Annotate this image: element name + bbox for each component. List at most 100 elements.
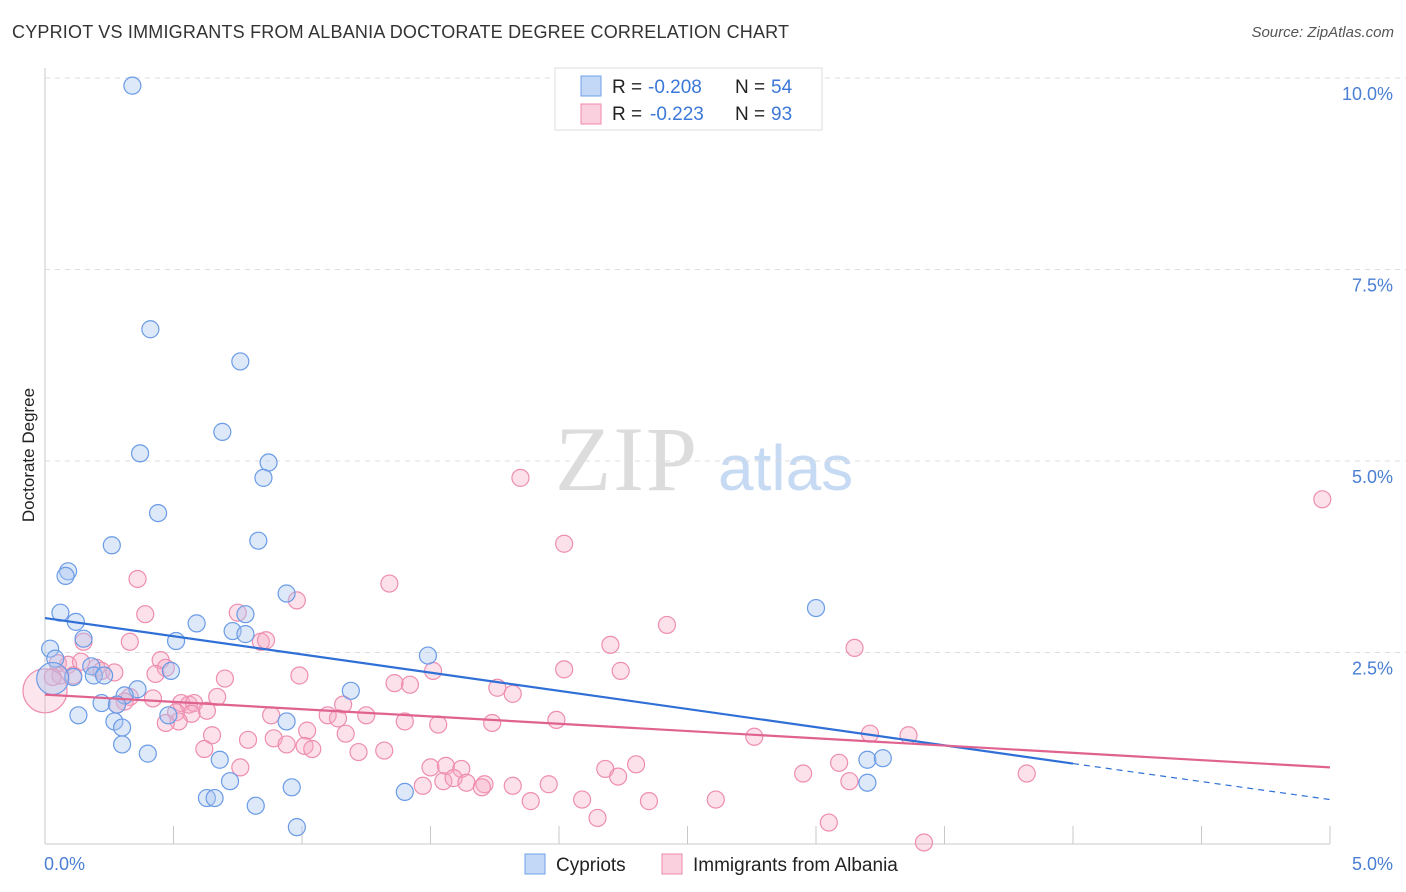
data-point-cypriots: [112, 735, 132, 754]
data-point-cypriots: [806, 598, 826, 618]
data-point-albania: [452, 759, 471, 779]
data-point-albania: [914, 833, 934, 852]
bottom-legend-cypriots: Cypriots: [556, 855, 626, 876]
data-point-cypriots: [102, 536, 121, 555]
data-point-albania: [573, 790, 592, 809]
y-tick-label: 10.0%: [1342, 84, 1393, 104]
data-point-cypriots: [187, 614, 206, 633]
series-albania: [22, 468, 1332, 852]
data-point-albania: [511, 468, 530, 487]
data-point-albania: [328, 709, 348, 728]
data-point-cypriots: [236, 625, 255, 644]
data-point-albania: [256, 631, 276, 650]
data-point-albania: [400, 675, 420, 694]
legend-r-value-1: -0.208: [648, 77, 702, 98]
trend-lines: [44, 616, 1331, 801]
data-point-cypriots: [148, 503, 168, 523]
chart-source: Source: ZipAtlas.com: [1251, 24, 1394, 41]
data-point-albania: [706, 790, 725, 809]
data-point-cypriots: [858, 773, 877, 792]
data-point-albania: [819, 813, 838, 832]
data-point-cypriots: [287, 818, 306, 837]
bottom-legend: Cypriots Immigrants from Albania: [524, 853, 898, 876]
y-tick-label: 5.0%: [1352, 467, 1393, 487]
data-point-albania: [794, 764, 813, 783]
y-tick-label: 7.5%: [1352, 276, 1393, 296]
bottom-legend-swatch-albania: [661, 853, 683, 875]
data-point-cypriots: [249, 531, 268, 550]
trend-line-cypriots-extrapolated: [1072, 762, 1331, 801]
series-cypriots: [36, 76, 892, 837]
data-point-albania: [639, 792, 659, 811]
data-point-albania: [128, 569, 147, 589]
legend-swatch-cypriots: [580, 75, 602, 97]
axes: [44, 68, 1331, 845]
data-point-albania: [555, 534, 574, 553]
legend-n-label-2: N =: [735, 104, 765, 125]
data-point-cypriots: [130, 444, 150, 463]
data-point-cypriots: [210, 750, 229, 769]
data-point-cypriots: [341, 681, 360, 700]
data-point-albania: [146, 664, 165, 684]
data-point-cypriots: [36, 661, 70, 696]
data-point-albania: [601, 635, 620, 654]
data-point-albania: [395, 712, 414, 731]
data-point-albania: [336, 724, 355, 743]
data-point-albania: [423, 661, 443, 680]
data-point-albania: [609, 767, 628, 786]
data-point-cypriots: [69, 706, 88, 725]
data-point-albania: [202, 726, 222, 745]
data-point-cypriots: [873, 749, 892, 768]
data-point-cypriots: [141, 320, 160, 339]
data-point-albania: [657, 615, 677, 635]
data-point-cypriots: [159, 706, 178, 725]
data-point-albania: [521, 792, 540, 811]
data-point-cypriots: [213, 422, 232, 441]
data-point-albania: [1017, 764, 1036, 783]
x-tick-labels: 0.0% 5.0%: [44, 854, 1393, 874]
data-point-albania: [503, 684, 522, 703]
data-point-albania: [22, 668, 68, 714]
data-point-albania: [357, 706, 376, 725]
data-point-albania: [334, 695, 353, 714]
data-point-albania: [830, 753, 849, 772]
data-point-cypriots: [236, 605, 255, 624]
data-point-albania: [457, 773, 476, 792]
data-point-cypriots: [74, 629, 93, 648]
bottom-legend-swatch-cypriots: [524, 853, 546, 875]
data-point-albania: [197, 701, 217, 720]
legend-r-label-1: R =: [612, 77, 642, 98]
data-point-albania: [231, 758, 250, 777]
data-point-albania: [539, 775, 558, 794]
data-point-cypriots: [84, 666, 103, 685]
data-point-albania: [290, 666, 309, 685]
data-point-cypriots: [95, 666, 114, 685]
data-point-albania: [298, 721, 317, 740]
data-point-cypriots: [259, 453, 278, 472]
data-point-albania: [503, 776, 522, 795]
data-point-albania: [105, 663, 124, 682]
trend-line-albania: [44, 693, 1331, 769]
data-point-cypriots: [56, 566, 75, 586]
data-point-albania: [434, 772, 453, 791]
data-point-albania: [385, 674, 404, 693]
data-point-albania: [303, 739, 322, 759]
data-point-albania: [71, 652, 91, 671]
data-point-cypriots: [231, 352, 250, 371]
data-point-cypriots: [41, 639, 60, 658]
gridlines: [45, 77, 1406, 653]
data-point-cypriots: [161, 661, 181, 680]
y-axis-label: Doctorate Degree: [19, 388, 38, 522]
data-point-cypriots: [112, 718, 132, 737]
data-point-albania: [262, 706, 281, 725]
data-point-albania: [483, 713, 502, 733]
data-point-cypriots: [858, 750, 877, 769]
x-tick-label: 0.0%: [44, 854, 85, 874]
data-point-albania: [349, 742, 368, 762]
data-point-cypriots: [277, 584, 296, 603]
data-point-cypriots: [395, 782, 414, 802]
data-point-albania: [588, 808, 607, 828]
data-point-albania: [840, 772, 859, 791]
data-point-albania: [238, 730, 258, 749]
